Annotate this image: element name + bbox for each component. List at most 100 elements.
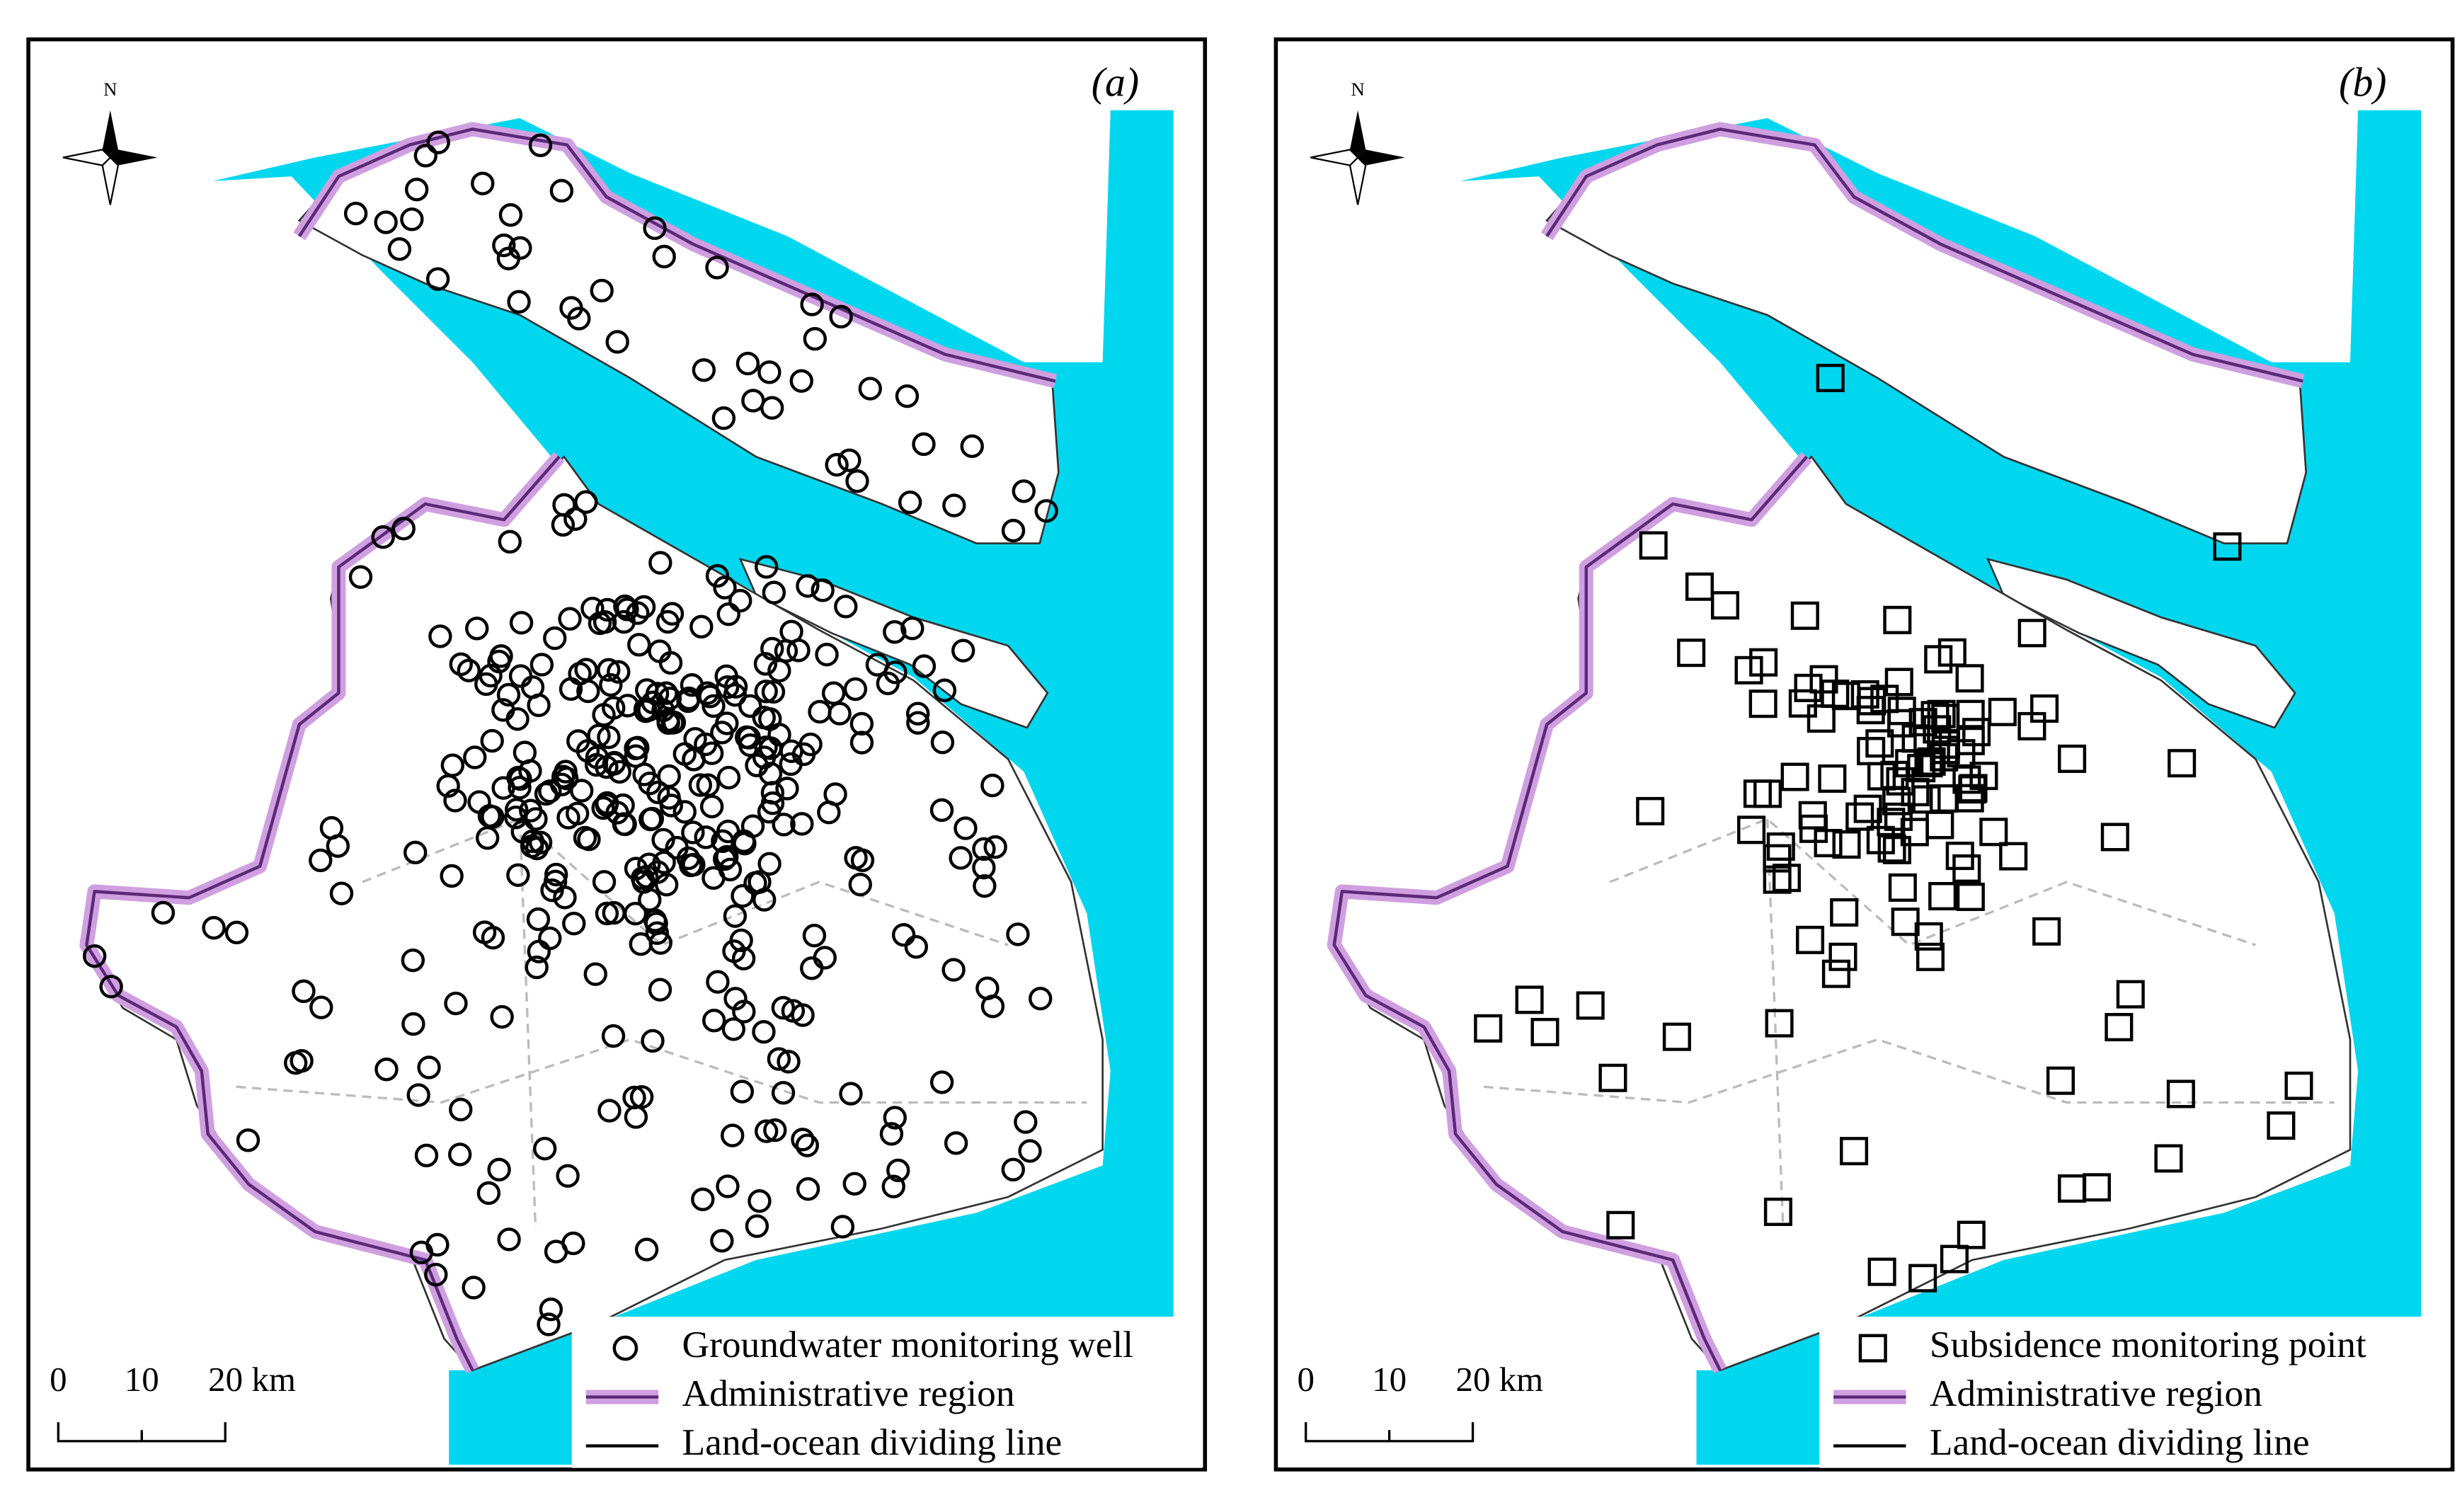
groundwater-well bbox=[639, 807, 663, 832]
groundwater-well bbox=[972, 837, 996, 861]
groundwater-well bbox=[498, 203, 523, 227]
subsidence-point bbox=[1877, 834, 1906, 863]
groundwater-well bbox=[702, 866, 726, 890]
subsidence-point bbox=[1743, 779, 1772, 808]
subsidence-point bbox=[1959, 774, 1988, 803]
subsidence-point bbox=[1908, 1264, 1937, 1293]
groundwater-well bbox=[800, 292, 824, 316]
groundwater-well bbox=[789, 369, 813, 393]
groundwater-well bbox=[631, 595, 656, 619]
groundwater-well bbox=[731, 883, 755, 908]
subsidence-point bbox=[1850, 680, 1879, 709]
groundwater-well bbox=[595, 793, 619, 817]
north-arrow bbox=[1350, 110, 1366, 158]
groundwater-well bbox=[648, 551, 672, 575]
groundwater-well bbox=[558, 607, 582, 631]
groundwater-well bbox=[656, 711, 680, 735]
groundwater-well bbox=[538, 926, 562, 951]
groundwater-well bbox=[932, 678, 957, 702]
subsidence-point bbox=[1867, 1257, 1896, 1286]
groundwater-well bbox=[930, 731, 955, 755]
groundwater-well bbox=[842, 1172, 866, 1196]
groundwater-well bbox=[424, 1262, 448, 1287]
groundwater-well bbox=[723, 904, 748, 928]
groundwater-well bbox=[954, 816, 978, 840]
subsidence-point bbox=[1882, 835, 1911, 864]
subsidence-point bbox=[1884, 802, 1913, 831]
groundwater-well bbox=[845, 469, 869, 493]
north-arrow bbox=[110, 149, 158, 166]
subsidence-point bbox=[1748, 689, 1777, 718]
groundwater-well bbox=[791, 742, 816, 767]
groundwater-well bbox=[760, 791, 785, 815]
groundwater-well bbox=[599, 672, 623, 697]
subsidence-point bbox=[1780, 762, 1809, 791]
groundwater-well bbox=[786, 638, 811, 663]
groundwater-well bbox=[406, 1083, 430, 1107]
groundwater-well bbox=[449, 652, 473, 677]
groundwater-well bbox=[645, 682, 670, 706]
groundwater-well bbox=[881, 1174, 905, 1198]
groundwater-well bbox=[672, 800, 697, 824]
groundwater-well bbox=[440, 864, 464, 888]
groundwater-well bbox=[895, 384, 920, 408]
subsidence-point bbox=[1765, 1009, 1794, 1038]
groundwater-well bbox=[745, 1214, 769, 1238]
groundwater-well bbox=[526, 907, 551, 932]
groundwater-well bbox=[802, 923, 827, 948]
legend-box bbox=[1819, 1317, 2450, 1468]
groundwater-well bbox=[504, 805, 528, 830]
subsidence-point bbox=[1928, 882, 1957, 911]
groundwater-well bbox=[583, 962, 607, 986]
subsidence-point bbox=[2267, 1111, 2296, 1140]
groundwater-well bbox=[99, 975, 123, 999]
groundwater-well bbox=[702, 1009, 726, 1033]
groundwater-well bbox=[1014, 1110, 1038, 1134]
groundwater-well bbox=[443, 789, 467, 813]
legend-symbol bbox=[612, 1335, 639, 1361]
subsidence-point bbox=[1737, 815, 1766, 844]
subsidence-point bbox=[1884, 668, 1913, 697]
groundwater-well bbox=[710, 1229, 734, 1253]
groundwater-well bbox=[929, 798, 954, 823]
groundwater-well bbox=[906, 711, 930, 735]
groundwater-well bbox=[652, 244, 676, 269]
groundwater-well bbox=[444, 991, 468, 1016]
groundwater-well bbox=[510, 820, 534, 844]
subsidence-point bbox=[1830, 898, 1859, 927]
groundwater-well bbox=[519, 798, 543, 823]
subsidence-point bbox=[2154, 1144, 2183, 1173]
groundwater-well bbox=[487, 1157, 511, 1182]
groundwater-well bbox=[520, 675, 545, 699]
groundwater-well bbox=[829, 304, 853, 329]
legend-label: Subsidence monitoring point bbox=[1930, 1323, 2366, 1365]
groundwater-well bbox=[601, 1024, 626, 1048]
groundwater-well bbox=[680, 672, 704, 697]
subsidence-point bbox=[1952, 854, 1981, 883]
groundwater-well bbox=[549, 178, 574, 203]
admin-boundary bbox=[1332, 455, 1808, 1371]
subsidence-point bbox=[1734, 655, 1763, 685]
groundwater-well bbox=[760, 636, 784, 661]
groundwater-well bbox=[391, 517, 416, 541]
groundwater-well bbox=[705, 256, 729, 280]
groundwater-well bbox=[561, 1231, 585, 1256]
scale-label: 10 bbox=[125, 1360, 159, 1399]
groundwater-well bbox=[716, 1174, 740, 1198]
groundwater-well bbox=[413, 144, 437, 168]
groundwater-well bbox=[763, 1118, 787, 1142]
subsidence-point bbox=[2017, 619, 2046, 648]
groundwater-well bbox=[440, 753, 465, 777]
groundwater-well bbox=[602, 900, 626, 925]
groundwater-well bbox=[577, 827, 601, 852]
groundwater-well bbox=[821, 681, 846, 705]
groundwater-well bbox=[539, 1298, 563, 1322]
groundwater-well bbox=[972, 855, 996, 880]
groundwater-well bbox=[777, 1050, 801, 1074]
groundwater-well bbox=[715, 675, 740, 699]
subsidence-point bbox=[1888, 873, 1917, 902]
groundwater-well bbox=[757, 852, 781, 876]
groundwater-well bbox=[790, 812, 814, 836]
groundwater-well bbox=[491, 776, 515, 800]
